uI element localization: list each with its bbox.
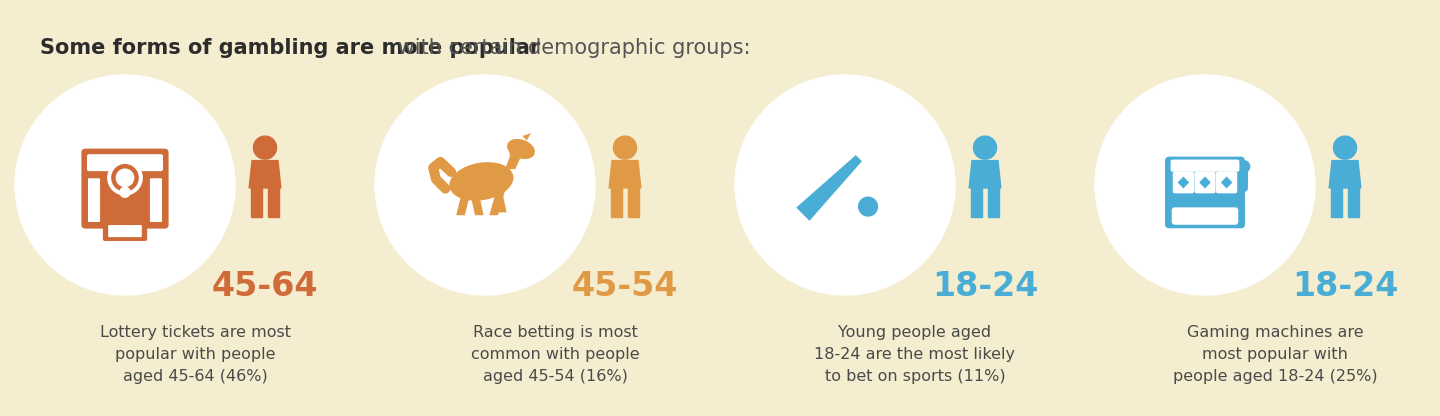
FancyBboxPatch shape xyxy=(150,178,161,222)
FancyBboxPatch shape xyxy=(86,154,163,171)
FancyBboxPatch shape xyxy=(1194,171,1215,193)
Text: 45-54: 45-54 xyxy=(572,270,678,303)
Text: Lottery tickets are most
popular with people
aged 45-64 (46%): Lottery tickets are most popular with pe… xyxy=(99,325,291,384)
Polygon shape xyxy=(1331,188,1342,217)
FancyBboxPatch shape xyxy=(1215,171,1237,193)
Circle shape xyxy=(374,75,595,295)
FancyBboxPatch shape xyxy=(1172,171,1194,193)
FancyBboxPatch shape xyxy=(88,178,101,222)
Circle shape xyxy=(115,168,134,187)
Ellipse shape xyxy=(449,162,514,201)
Circle shape xyxy=(973,136,996,159)
Ellipse shape xyxy=(507,139,534,159)
Circle shape xyxy=(734,75,955,295)
Circle shape xyxy=(613,136,636,159)
Polygon shape xyxy=(609,161,641,188)
Polygon shape xyxy=(505,154,523,169)
Text: with certain demographic groups:: with certain demographic groups: xyxy=(392,38,750,58)
Circle shape xyxy=(1237,160,1250,173)
Polygon shape xyxy=(1348,188,1359,217)
Polygon shape xyxy=(611,188,622,217)
Polygon shape xyxy=(251,188,262,217)
Circle shape xyxy=(858,196,878,217)
Polygon shape xyxy=(971,188,982,217)
FancyBboxPatch shape xyxy=(108,225,141,237)
Text: 45-64: 45-64 xyxy=(212,270,318,303)
Polygon shape xyxy=(268,188,279,217)
Circle shape xyxy=(14,75,235,295)
Polygon shape xyxy=(249,161,281,188)
Circle shape xyxy=(120,186,131,198)
Polygon shape xyxy=(1329,161,1361,188)
Text: Some forms of gambling are more popular: Some forms of gambling are more popular xyxy=(40,38,540,58)
FancyBboxPatch shape xyxy=(102,221,147,241)
Circle shape xyxy=(109,162,141,193)
Circle shape xyxy=(253,136,276,159)
Circle shape xyxy=(1094,75,1315,295)
Text: Gaming machines are
most popular with
people aged 18-24 (25%): Gaming machines are most popular with pe… xyxy=(1172,325,1377,384)
Polygon shape xyxy=(969,161,1001,188)
Polygon shape xyxy=(490,185,507,215)
Polygon shape xyxy=(456,186,472,215)
FancyBboxPatch shape xyxy=(1165,157,1246,228)
FancyBboxPatch shape xyxy=(1172,207,1238,225)
Text: 18-24: 18-24 xyxy=(1292,270,1398,303)
Text: 18-24: 18-24 xyxy=(932,270,1038,303)
Polygon shape xyxy=(796,155,863,221)
Polygon shape xyxy=(1178,176,1189,188)
Polygon shape xyxy=(628,188,639,217)
Circle shape xyxy=(1333,136,1356,159)
Text: Young people aged
18-24 are the most likely
to bet on sports (11%): Young people aged 18-24 are the most lik… xyxy=(815,325,1015,384)
Polygon shape xyxy=(988,188,999,217)
Text: Race betting is most
common with people
aged 45-54 (16%): Race betting is most common with people … xyxy=(471,325,639,384)
FancyBboxPatch shape xyxy=(1166,157,1244,174)
FancyBboxPatch shape xyxy=(82,149,168,229)
Polygon shape xyxy=(492,185,507,212)
Polygon shape xyxy=(523,133,531,140)
FancyBboxPatch shape xyxy=(1171,160,1240,172)
Polygon shape xyxy=(469,188,484,215)
Polygon shape xyxy=(1200,176,1211,188)
Polygon shape xyxy=(1221,176,1233,188)
